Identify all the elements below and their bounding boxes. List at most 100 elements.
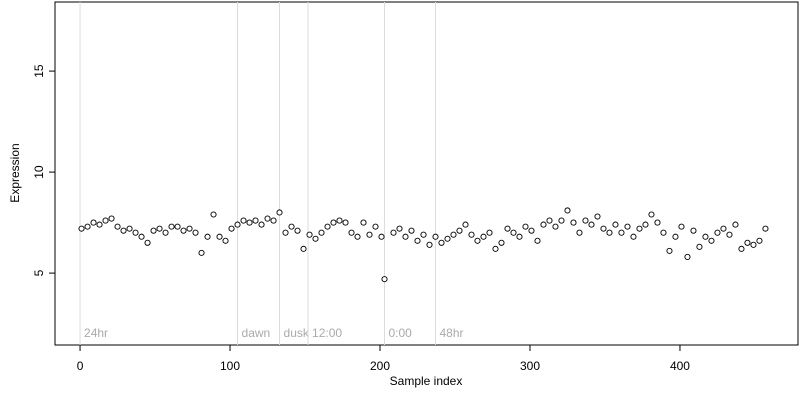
point (588, 221, 595, 228)
point (354, 233, 361, 240)
x-tick-label: 0 (77, 359, 84, 373)
point (381, 276, 388, 283)
plot-frame (54, 1, 799, 346)
point (294, 227, 301, 234)
point (366, 231, 373, 238)
point (318, 229, 325, 236)
point (342, 219, 349, 226)
point (690, 227, 697, 234)
point (660, 229, 667, 236)
point (372, 223, 379, 230)
point (480, 233, 487, 240)
point (510, 229, 517, 236)
point (714, 229, 721, 236)
point (432, 233, 439, 240)
point (210, 211, 217, 218)
point (270, 217, 277, 224)
point (234, 221, 241, 228)
point (252, 217, 259, 224)
point (444, 235, 451, 242)
annotation-label: 12:00 (312, 326, 342, 340)
point (438, 239, 445, 246)
point (684, 253, 691, 260)
annotation-label: 24hr (84, 326, 108, 340)
y-tick-label: 5 (32, 269, 46, 276)
point (600, 225, 607, 232)
point (612, 221, 619, 228)
point (546, 217, 553, 224)
point (132, 229, 139, 236)
point (168, 223, 175, 230)
point (300, 245, 307, 252)
point (240, 217, 247, 224)
point (192, 229, 199, 236)
point (174, 223, 181, 230)
point (582, 217, 589, 224)
x-tick-label: 300 (520, 359, 540, 373)
point (324, 223, 331, 230)
y-tick-label: 15 (32, 64, 46, 78)
point (360, 219, 367, 226)
point (450, 231, 457, 238)
point (474, 237, 481, 244)
x-tick-label: 100 (220, 359, 240, 373)
point (222, 237, 229, 244)
point (120, 227, 127, 234)
point (426, 241, 433, 248)
annotation-label: 0:00 (389, 326, 413, 340)
point (282, 229, 289, 236)
point (462, 221, 469, 228)
point (456, 227, 463, 234)
x-tick-label: 400 (670, 359, 690, 373)
point (78, 225, 85, 232)
point (264, 215, 271, 222)
point (576, 229, 583, 236)
point (720, 225, 727, 232)
point (648, 211, 655, 218)
point (126, 225, 133, 232)
point (654, 219, 661, 226)
point (534, 237, 541, 244)
point (306, 231, 313, 238)
point (624, 223, 631, 230)
point (726, 231, 733, 238)
point (486, 229, 493, 236)
point (744, 239, 751, 246)
point (762, 225, 769, 232)
point (198, 249, 205, 256)
point (90, 219, 97, 226)
y-tick-label: 10 (32, 165, 46, 179)
point (288, 223, 295, 230)
point (594, 213, 601, 220)
point (96, 221, 103, 228)
point (378, 233, 385, 240)
point (732, 221, 739, 228)
point (336, 217, 343, 224)
point (228, 225, 235, 232)
point (630, 233, 637, 240)
point (750, 241, 757, 248)
point (348, 229, 355, 236)
point (276, 209, 283, 216)
point (114, 223, 121, 230)
point (312, 235, 319, 242)
point (84, 223, 91, 230)
point (414, 237, 421, 244)
point (552, 223, 559, 230)
point (258, 221, 265, 228)
point (468, 231, 475, 238)
point (402, 233, 409, 240)
point (606, 229, 613, 236)
point (564, 207, 571, 214)
point (558, 217, 565, 224)
point (666, 247, 673, 254)
point (540, 221, 547, 228)
point (672, 233, 679, 240)
point (162, 229, 169, 236)
point (702, 233, 709, 240)
point (216, 233, 223, 240)
point (492, 245, 499, 252)
point (498, 239, 505, 246)
point (636, 225, 643, 232)
